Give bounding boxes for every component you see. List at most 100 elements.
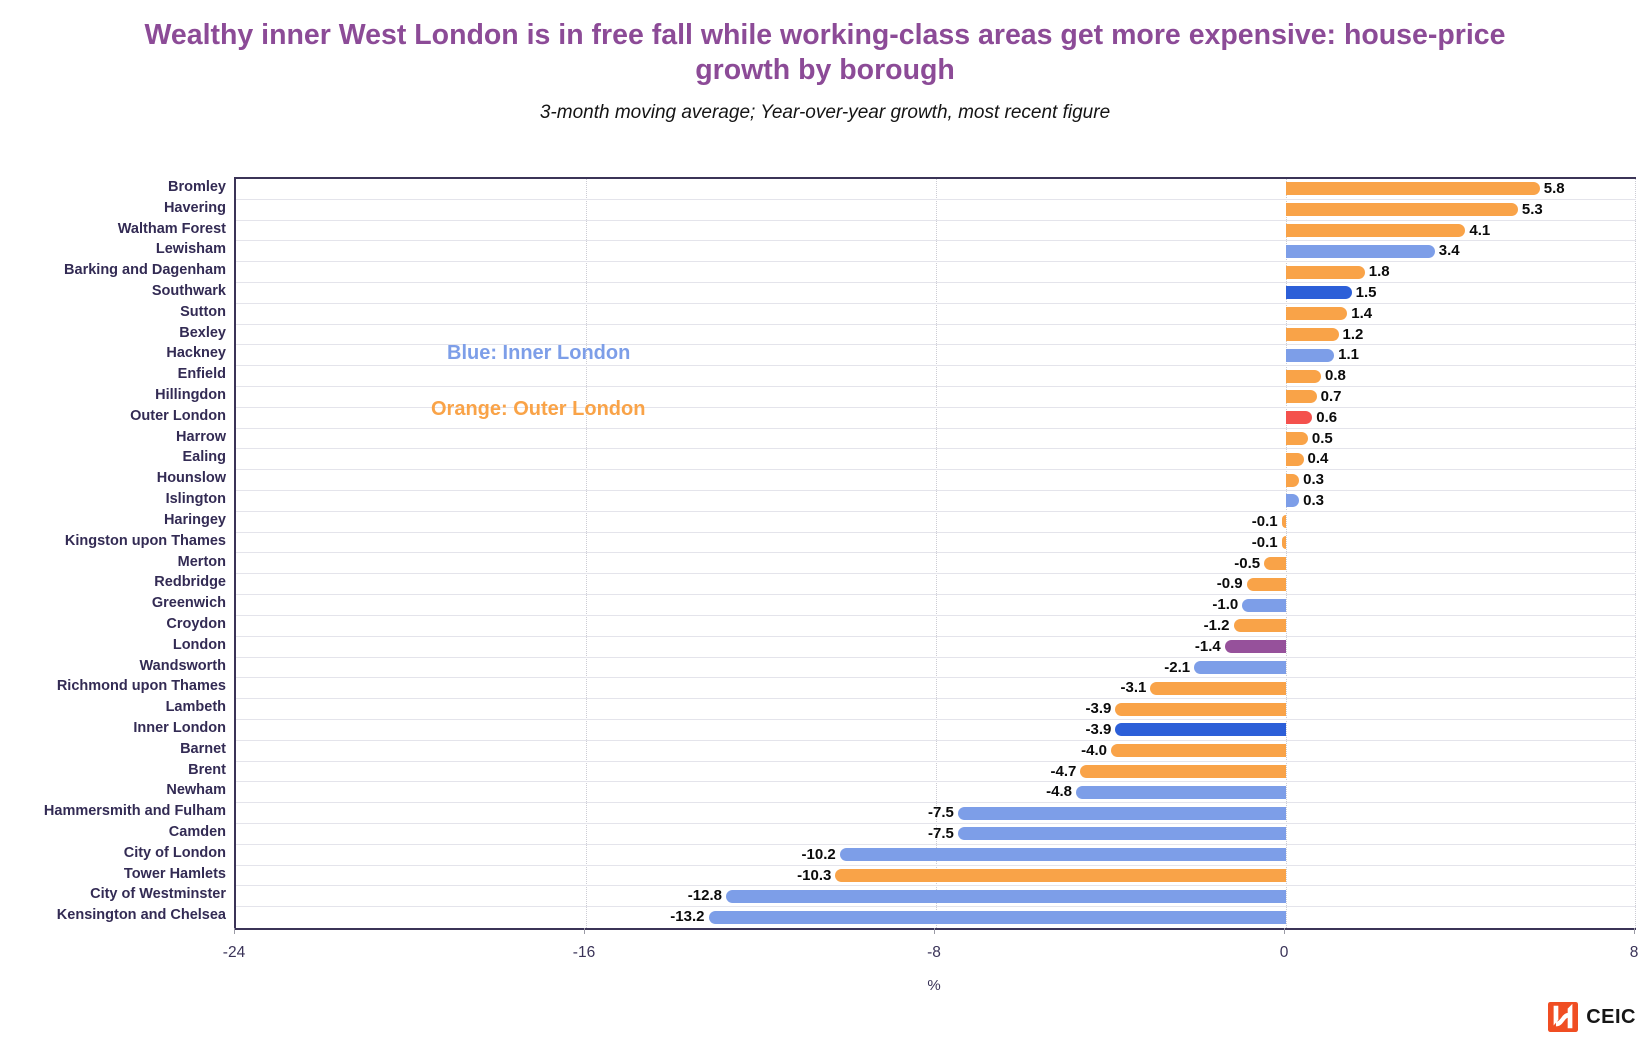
value-label: 1.2 xyxy=(1342,325,1364,343)
category-label: Lambeth xyxy=(165,699,226,716)
bar xyxy=(1286,432,1308,446)
x-tick-mark xyxy=(1634,928,1635,934)
bar xyxy=(1286,182,1540,196)
chart-row: 4.1 xyxy=(236,221,1636,242)
value-label: 5.8 xyxy=(1543,180,1565,197)
category-label: Hammersmith and Fulham xyxy=(43,803,226,820)
bar xyxy=(1286,328,1339,342)
x-tick-label: -8 xyxy=(927,944,941,961)
value-label: -1.2 xyxy=(1203,616,1230,634)
bar xyxy=(1150,681,1286,695)
chart-row: -0.1 xyxy=(236,533,1636,554)
value-label: 0.5 xyxy=(1311,429,1333,447)
value-label: -0.9 xyxy=(1216,575,1243,593)
category-label: Southwark xyxy=(151,283,226,300)
category-label: Kensington and Chelsea xyxy=(56,907,226,924)
x-tick-mark xyxy=(934,928,935,934)
legend-annotation-outer-london: Orange: Outer London xyxy=(431,398,646,420)
bar xyxy=(1080,764,1286,778)
value-label: -1.0 xyxy=(1212,596,1239,614)
bar xyxy=(1242,598,1286,612)
chart-row: 0.8 xyxy=(236,366,1636,388)
bar xyxy=(1246,577,1286,591)
value-label: -0.1 xyxy=(1251,533,1278,551)
x-tick-mark xyxy=(1284,928,1285,934)
chart-row: 0.5 xyxy=(236,429,1636,450)
bar xyxy=(1286,411,1313,425)
category-label: Kingston upon Thames xyxy=(64,532,226,549)
category-label: City of Westminster xyxy=(90,886,226,903)
value-label: 0.4 xyxy=(1307,450,1329,468)
legend-annotation-inner-london: Blue: Inner London xyxy=(447,342,631,364)
x-tick-label: 8 xyxy=(1629,944,1639,961)
x-tick-label: 0 xyxy=(1279,944,1289,961)
bar xyxy=(1286,286,1352,300)
x-tick-mark xyxy=(234,928,235,934)
bar xyxy=(1286,494,1300,508)
category-label: Croydon xyxy=(166,615,226,632)
category-label: Hounslow xyxy=(156,470,226,487)
chart-row: -12.8 xyxy=(236,886,1636,908)
value-label: 1.5 xyxy=(1355,284,1377,302)
brand-name: CEIC xyxy=(1586,1005,1636,1028)
category-label: Bexley xyxy=(179,324,226,341)
category-label: London xyxy=(172,636,226,653)
chart-row: -1.4 xyxy=(236,637,1636,658)
chart-subtitle: 3-month moving average; Year-over-year g… xyxy=(539,102,1111,123)
chart-row: -10.3 xyxy=(236,866,1636,887)
chart-row: -4.7 xyxy=(236,762,1636,783)
value-label: 1.1 xyxy=(1338,346,1359,364)
category-label: Newham xyxy=(166,782,226,799)
bar xyxy=(726,889,1286,903)
chart-row: -3.1 xyxy=(236,678,1636,700)
x-tick-label: -24 xyxy=(222,944,246,961)
value-label: 5.3 xyxy=(1521,200,1543,218)
value-label: -2.1 xyxy=(1164,658,1191,676)
chart-title: Wealthy inner West London is in free fal… xyxy=(144,19,1506,87)
chart-row: 0.6 xyxy=(236,408,1636,429)
bar xyxy=(1264,556,1286,570)
category-label: Enfield xyxy=(177,366,226,383)
brand-logo: CEIC xyxy=(1548,1002,1636,1032)
value-label: 0.3 xyxy=(1303,492,1324,510)
chart-row: -0.1 xyxy=(236,512,1636,533)
category-label: Sutton xyxy=(180,303,226,320)
bar xyxy=(1286,203,1518,217)
category-label: Harrow xyxy=(176,428,226,445)
bar xyxy=(1286,348,1335,362)
chart-row: -13.2 xyxy=(236,907,1636,928)
bar xyxy=(708,910,1286,924)
bar xyxy=(1115,702,1286,716)
value-label: -3.9 xyxy=(1085,700,1112,718)
value-label: -3.1 xyxy=(1120,679,1147,697)
value-label: -13.2 xyxy=(670,908,705,926)
category-label: Inner London xyxy=(133,719,226,736)
chart-row: -1.0 xyxy=(236,595,1636,616)
value-label: 1.8 xyxy=(1368,263,1390,281)
bar xyxy=(957,806,1286,820)
value-label: -10.3 xyxy=(797,866,832,884)
value-label: -0.5 xyxy=(1234,554,1261,572)
bar xyxy=(1286,390,1317,404)
category-label: Redbridge xyxy=(154,574,226,591)
chart-row: 1.8 xyxy=(236,262,1636,284)
category-label: Havering xyxy=(163,199,226,216)
chart-row: 5.8 xyxy=(236,179,1636,200)
category-label: Bromley xyxy=(167,179,226,195)
category-label: Tower Hamlets xyxy=(123,865,226,882)
bar xyxy=(1286,224,1466,237)
category-label: Wandsworth xyxy=(139,657,226,674)
bar xyxy=(1286,307,1348,321)
value-label: 3.4 xyxy=(1438,242,1460,260)
bar xyxy=(957,827,1286,841)
value-label: 0.7 xyxy=(1320,388,1342,406)
value-label: 4.1 xyxy=(1469,221,1491,239)
chart-row: 1.2 xyxy=(236,325,1636,346)
value-label: 1.4 xyxy=(1351,304,1373,322)
value-label: 0.8 xyxy=(1325,367,1346,385)
category-label: City of London xyxy=(123,844,226,861)
gridline xyxy=(586,179,587,928)
isi-logo-icon xyxy=(1548,1002,1579,1032)
gridline xyxy=(936,179,937,928)
value-label: -4.7 xyxy=(1050,762,1077,780)
